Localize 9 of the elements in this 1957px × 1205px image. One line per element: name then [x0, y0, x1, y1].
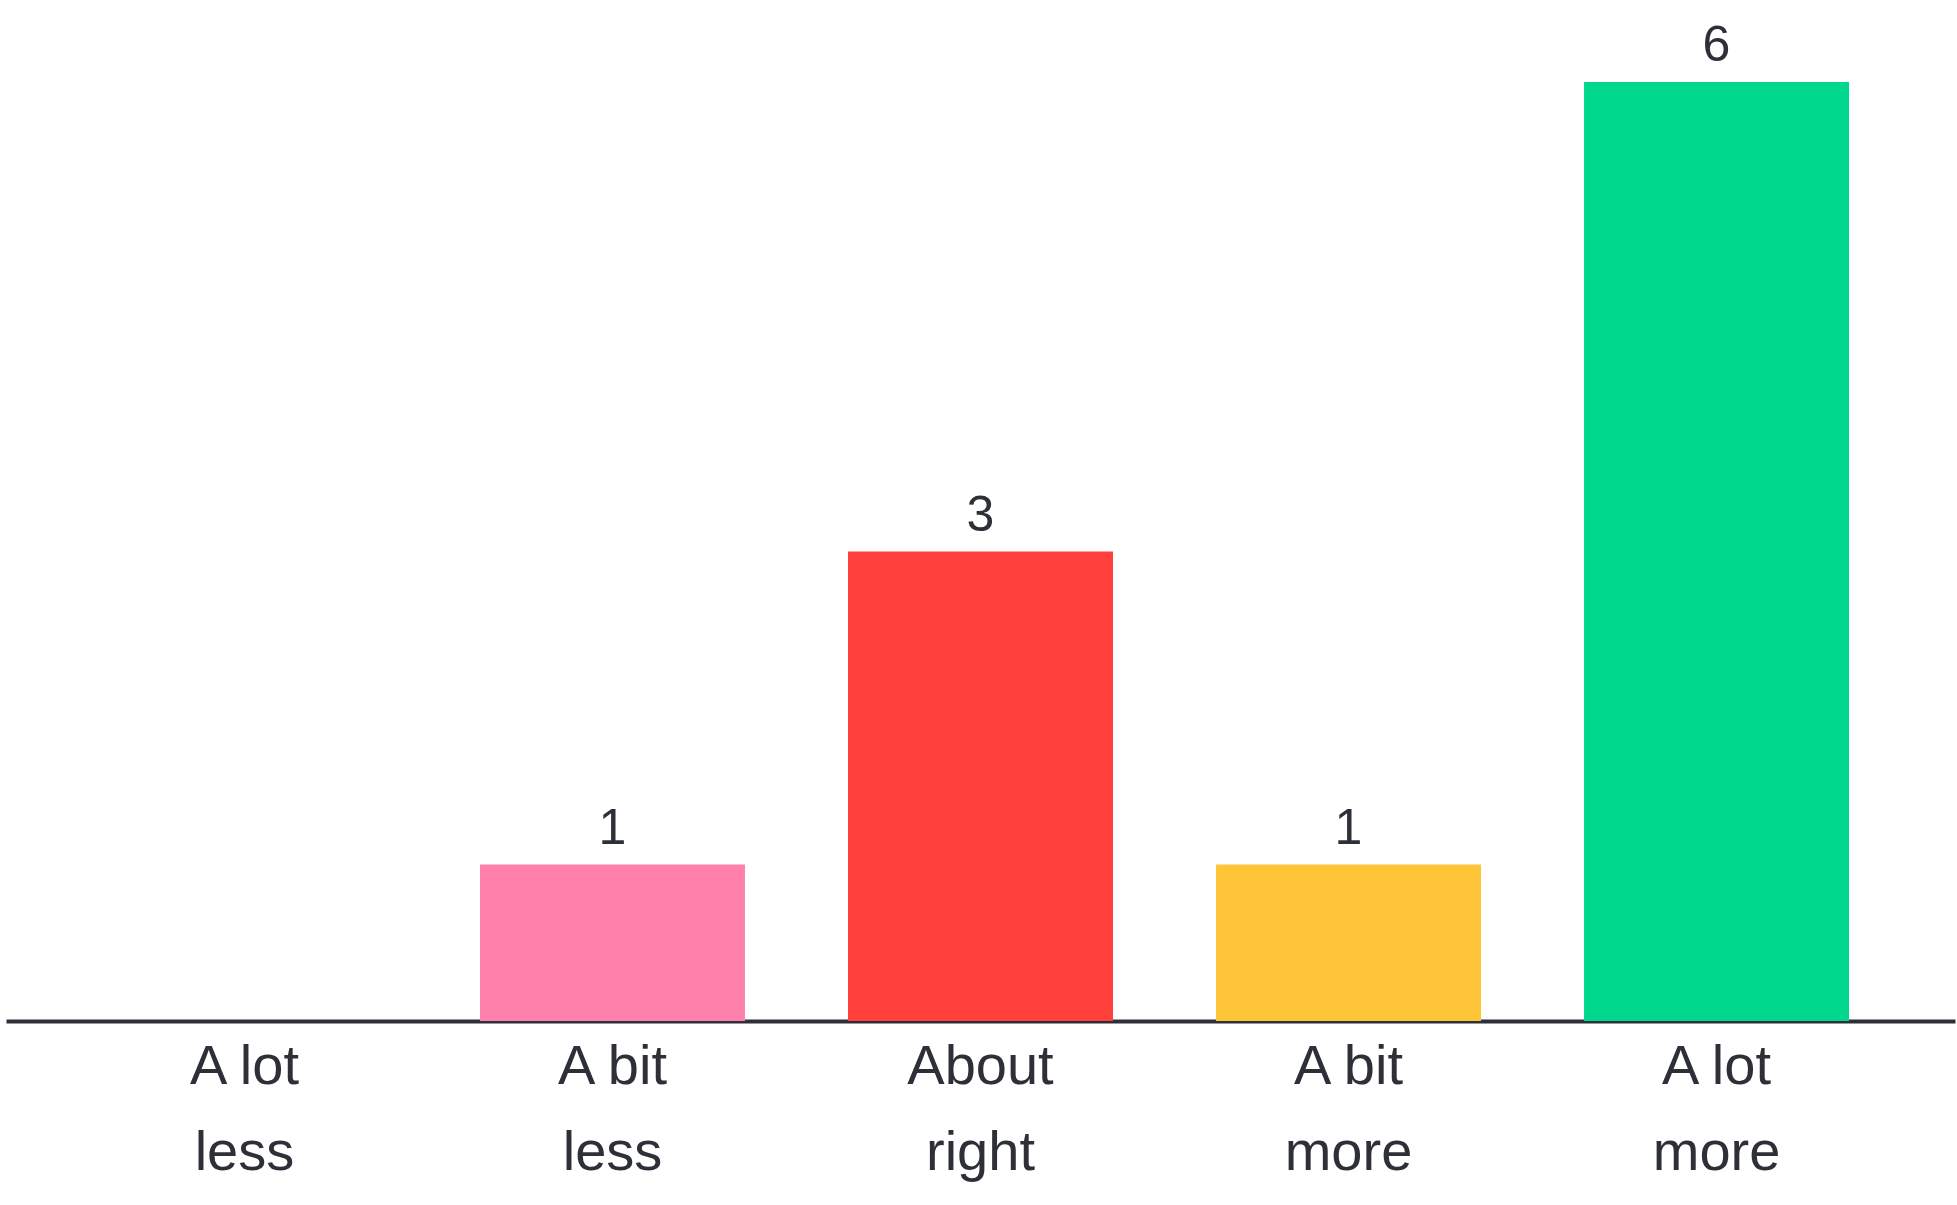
x-tick-label: About right: [907, 1032, 1055, 1182]
x-tick-label: A bit less: [558, 1032, 668, 1182]
x-tick-label: A lot more: [1652, 1032, 1781, 1182]
data-label: 3: [966, 485, 995, 542]
x-tick-label: A bit more: [1284, 1032, 1413, 1182]
data-label: 6: [1702, 16, 1731, 72]
x-tick-label: A lot less: [189, 1032, 300, 1182]
data-label: 1: [598, 798, 627, 855]
data-label: 1: [1334, 798, 1363, 855]
